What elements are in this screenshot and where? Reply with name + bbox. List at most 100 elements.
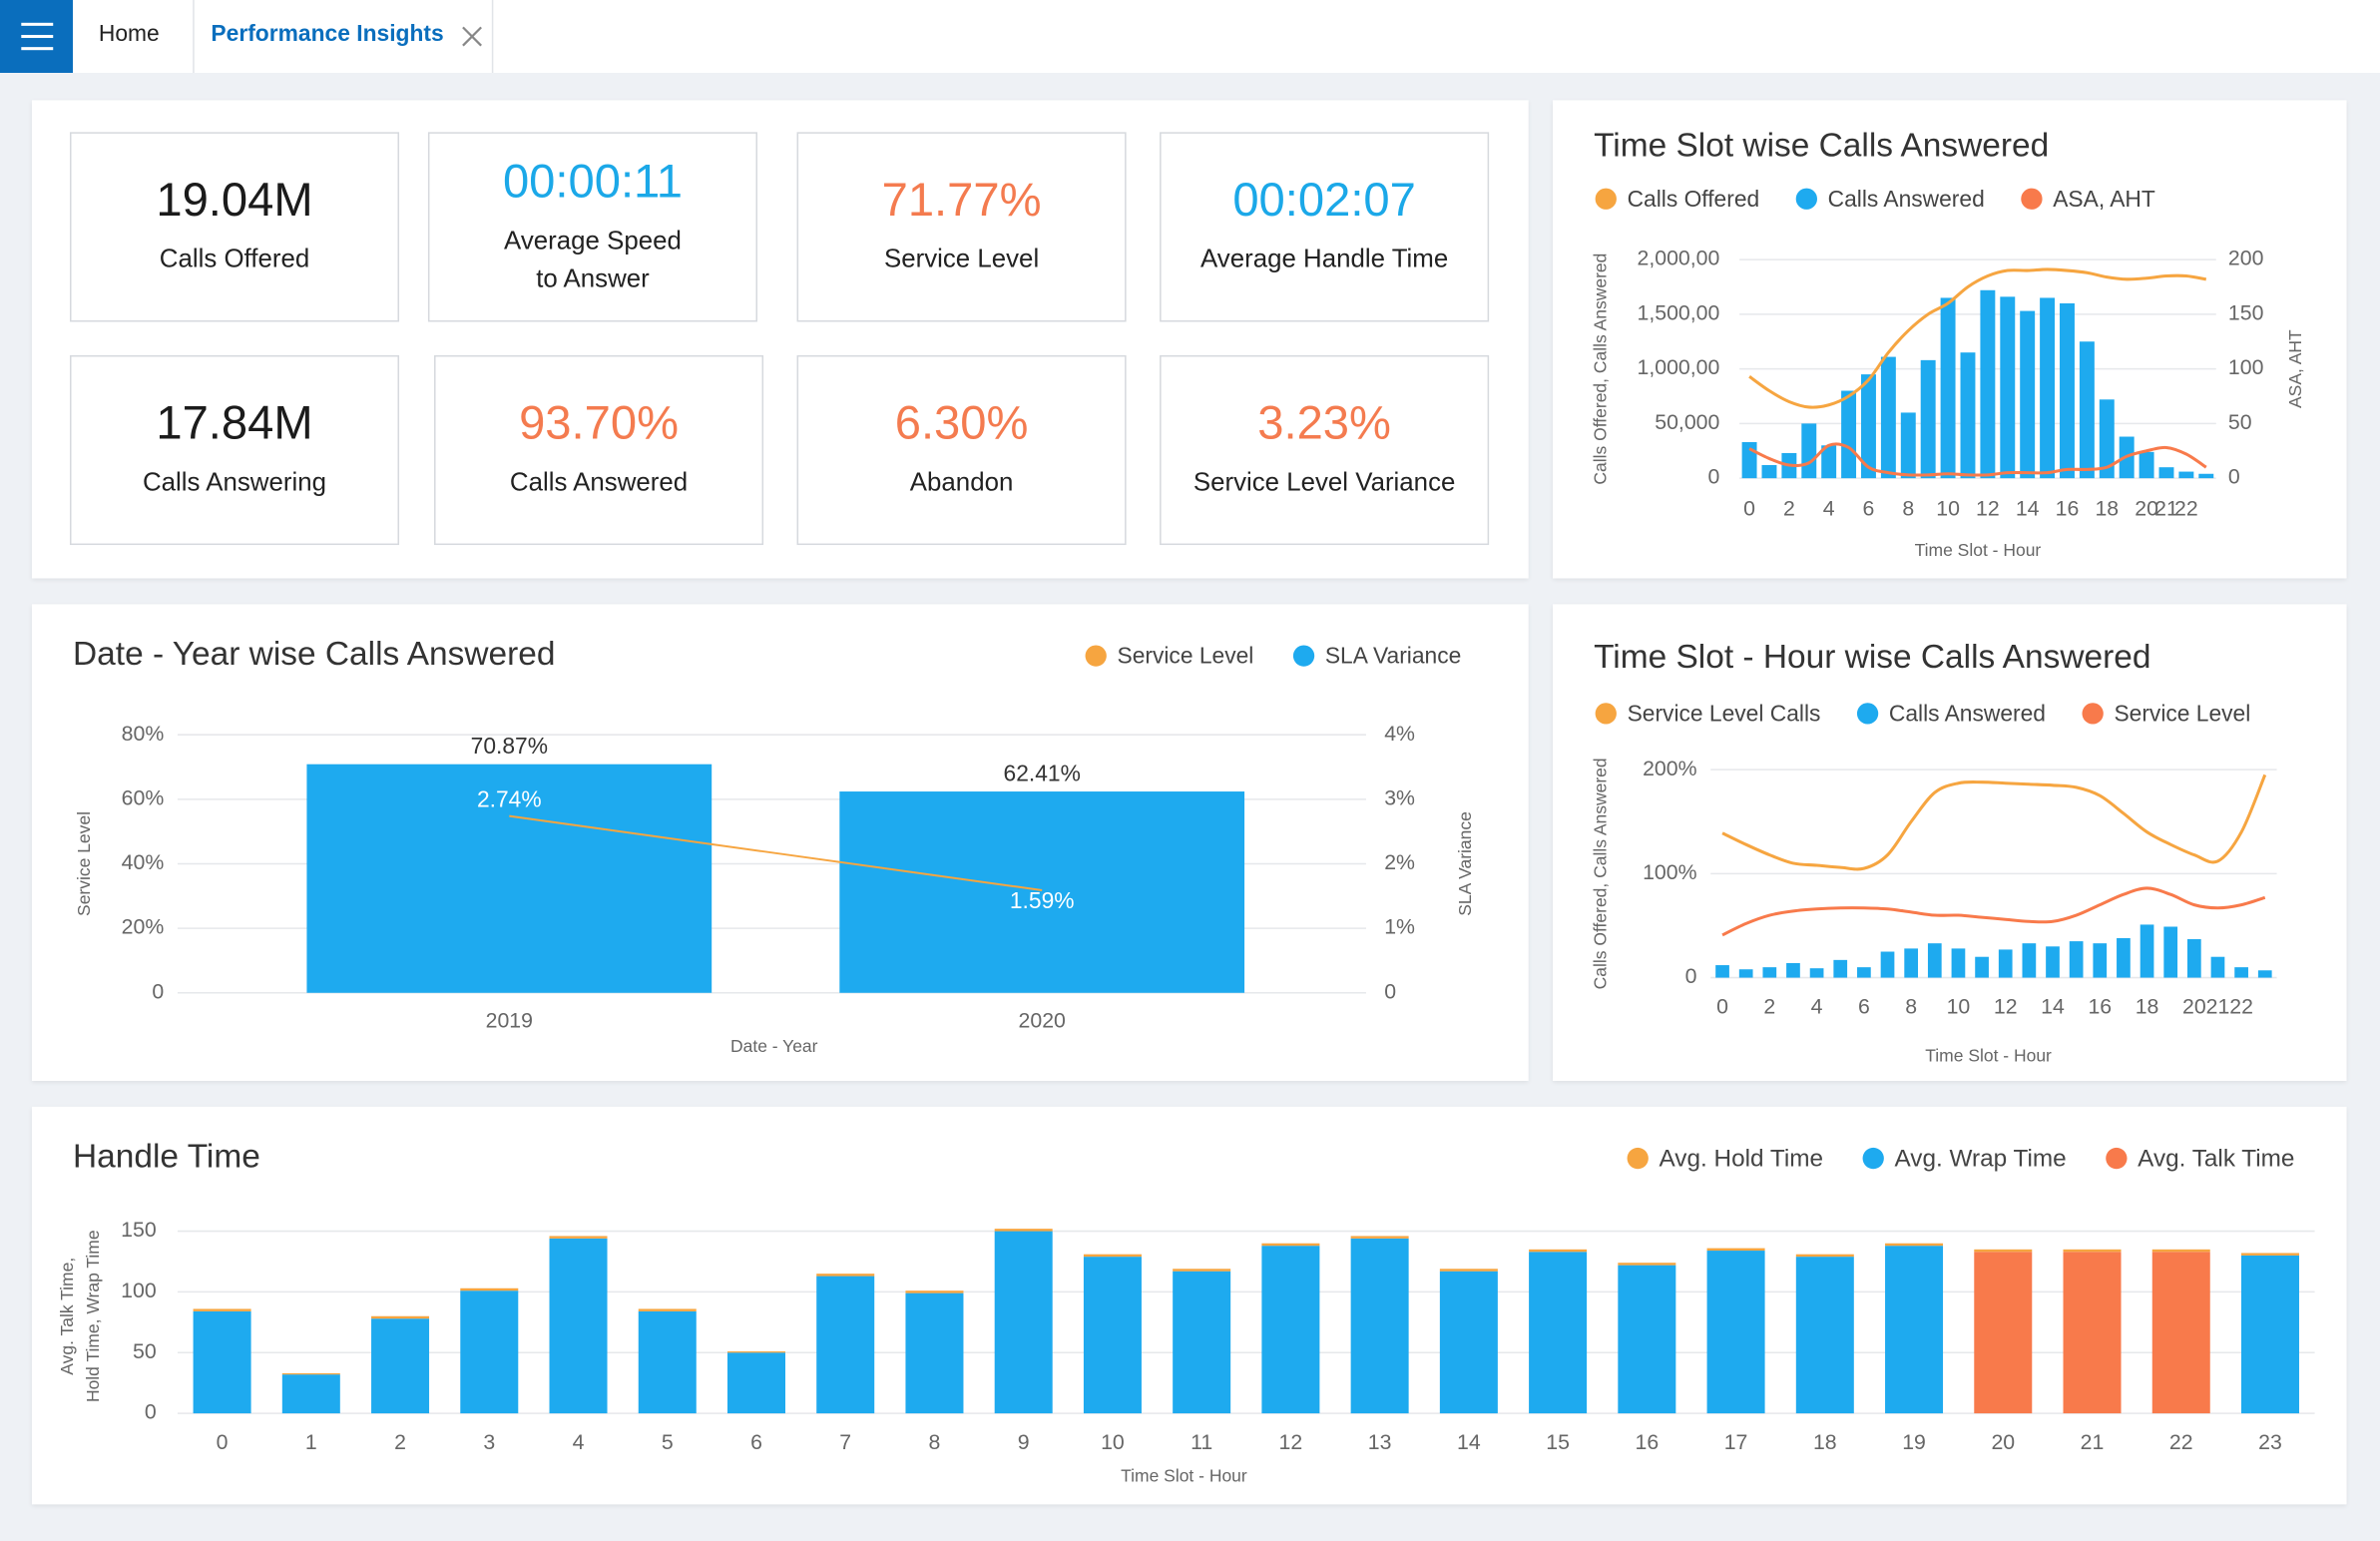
x-tick-label: 21 [2154, 497, 2178, 521]
y2-axis-title: ASA, AHT [2285, 329, 2305, 408]
data-label: 2.74% [477, 785, 542, 811]
bar [638, 1308, 697, 1311]
y-tick-label: 200% [1643, 757, 1697, 780]
bar [549, 1238, 608, 1414]
kpi-value: 71.77% [881, 173, 1042, 227]
bar [1880, 356, 1896, 479]
bar [2000, 296, 2016, 479]
x-tick-label: 16 [2088, 995, 2112, 1019]
bar [193, 1310, 251, 1414]
bar [2198, 473, 2214, 479]
y-axis-title: Calls Offered, Calls Answered [1590, 758, 1610, 989]
x-tick-label: 22 [2169, 1430, 2193, 1454]
close-tab[interactable] [460, 24, 484, 48]
x-tick-label: 14 [2041, 995, 2065, 1019]
bar [1857, 967, 1871, 978]
bar [1833, 959, 1848, 978]
y-tick-label: 0 [1708, 465, 1720, 489]
bar [1795, 1254, 1854, 1258]
x-tick-label: 2019 [486, 1008, 533, 1032]
legend-label: ASA, AHT [2053, 186, 2155, 212]
bar [2060, 302, 2075, 479]
bar [2020, 310, 2036, 479]
y-tick-label: 100 [121, 1279, 157, 1302]
y-tick-label: 1,000,00 [1638, 355, 1720, 379]
y-tick-label: 150 [121, 1218, 157, 1242]
legend-marker [1595, 188, 1617, 210]
x-tick-label: 4 [1823, 497, 1835, 521]
bar [1841, 390, 1857, 479]
chart-card: Time Slot wise Calls Answered Calls Offer… [1553, 100, 2347, 579]
y2-tick-label: 4% [1384, 722, 1415, 746]
x-tick-label: 6 [750, 1430, 762, 1454]
y-tick-label: 80% [122, 722, 165, 746]
data-label: 70.87% [471, 733, 548, 759]
x-tick-label: 18 [2095, 497, 2119, 521]
x-tick-label: 11 [1190, 1430, 1212, 1454]
x-tick-label: 0 [1716, 995, 1728, 1019]
bar [1261, 1243, 1320, 1247]
bar [1618, 1265, 1676, 1414]
kpi-label: Average Speed to Answer [504, 226, 682, 292]
bar [726, 1352, 785, 1414]
x-tick-label: 4 [1811, 995, 1823, 1019]
x-tick-label: 21 [2206, 995, 2230, 1019]
tab[interactable]: Home [98, 21, 160, 48]
legend-marker [1627, 1147, 1649, 1170]
x-tick-label: 22 [2229, 995, 2253, 1019]
bar [2186, 939, 2201, 978]
legend-label: SLA Variance [1325, 643, 1461, 669]
tab-active[interactable]: Performance Insights [193, 0, 494, 74]
bar [726, 1351, 785, 1353]
bar [1880, 951, 1895, 978]
bar [1173, 1269, 1231, 1272]
bar [2022, 943, 2037, 978]
bar [905, 1292, 964, 1414]
chart: Handle Time Avg. Hold Time Avg. Wrap Time A… [57, 1138, 2315, 1486]
legend-marker [1795, 188, 1817, 210]
legend-label: Service Level [1117, 643, 1253, 669]
legend-marker [1595, 703, 1617, 725]
bar [1920, 359, 1936, 479]
bar [371, 1315, 430, 1319]
bar [460, 1290, 519, 1414]
bar [1900, 412, 1916, 479]
bar [1885, 1243, 1944, 1247]
kpi-card: 00:02:07 Average Handle Time [1160, 132, 1490, 322]
bar [2040, 297, 2056, 479]
x-tick-label: 23 [2258, 1430, 2282, 1454]
x-tick-label: 2 [1763, 995, 1775, 1019]
bar [1940, 297, 1956, 479]
y-axis-title: Hold Time, Wrap Time [83, 1230, 103, 1402]
kpi-label: Service Level [883, 245, 1040, 274]
bar [1809, 968, 1824, 978]
chart-card: Handle Time Avg. Hold Time Avg. Wrap Time A… [31, 1106, 2347, 1505]
y-axis-title: Calls Offered, Calls Answered [1590, 254, 1610, 485]
line [1721, 773, 2267, 871]
bar [1261, 1246, 1320, 1414]
bar [1706, 1248, 1765, 1252]
data-label: 1.59% [1010, 887, 1075, 913]
legend-label: Avg. Wrap Time [1895, 1146, 2067, 1173]
bar [2099, 399, 2115, 479]
kpi-value: 00:02:07 [1232, 173, 1416, 227]
x-tick-label: 19 [1902, 1430, 1926, 1454]
x-tick-label: 6 [1863, 497, 1875, 521]
y-tick-label: 100% [1643, 860, 1697, 884]
bar [1350, 1236, 1409, 1239]
bar [1738, 969, 1753, 978]
legend-label: Service Level [2114, 700, 2250, 726]
bar [549, 1236, 608, 1239]
line [509, 814, 1043, 891]
menu-button[interactable] [0, 0, 74, 74]
legend-marker [1292, 645, 1315, 667]
x-tick-label: 8 [929, 1430, 941, 1454]
x-tick-label: 15 [1546, 1430, 1570, 1454]
x-tick-label: 12 [1279, 1430, 1303, 1454]
kpi-value: 00:00:11 [502, 154, 683, 209]
bar [2117, 937, 2131, 978]
bar [1439, 1271, 1498, 1414]
tab-label[interactable]: Performance Insights [211, 21, 444, 48]
line [1721, 886, 2266, 937]
kpi-label: Service Level Variance [1192, 467, 1456, 497]
